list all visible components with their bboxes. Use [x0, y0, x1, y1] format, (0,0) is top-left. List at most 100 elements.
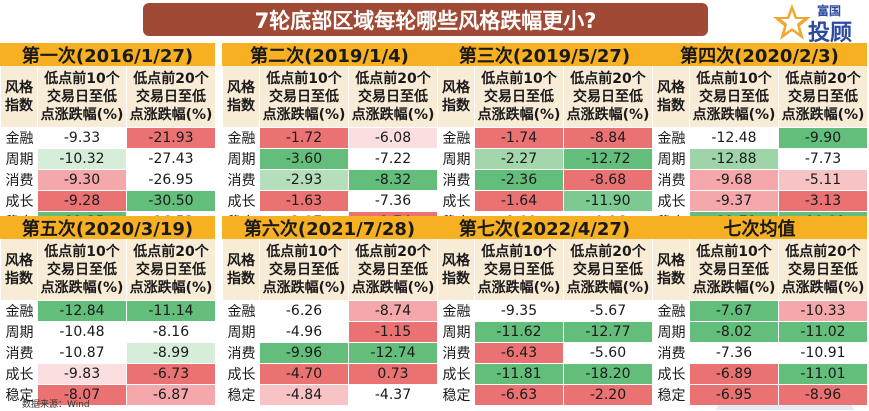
- value-cell-10d: -6.95: [690, 384, 779, 405]
- panel-title: 七次均值: [652, 216, 867, 240]
- style-header: 风格 指数: [223, 66, 260, 127]
- value-cell-10d: -4.84: [260, 384, 349, 405]
- style-header-line: 风格: [5, 252, 33, 269]
- value-cell-20d: -6.87: [127, 384, 216, 405]
- style-header-line: 风格: [5, 79, 33, 96]
- value-cell-20d: -10.33: [779, 300, 868, 321]
- value-cell-10d: -9.28: [38, 190, 127, 211]
- style-label: 消费: [1, 342, 38, 363]
- col2-header-line: 交易日至低: [787, 88, 858, 105]
- value-cell-10d: -1.72: [260, 127, 349, 148]
- style-label: 金融: [1, 127, 38, 148]
- value-cell-20d: -11.14: [127, 300, 216, 321]
- style-label: 消费: [223, 342, 260, 363]
- style-header-line: 风格: [657, 252, 685, 269]
- style-label: 消费: [438, 169, 475, 190]
- col2-header: 低点前20个 交易日至低 点涨跌幅(%): [564, 66, 653, 127]
- logo-small-text: 富国: [817, 4, 842, 18]
- style-label: 金融: [223, 127, 260, 148]
- style-label: 周期: [223, 148, 260, 169]
- value-cell-20d: -8.96: [779, 384, 868, 405]
- col1-header: 低点前10个 交易日至低 点涨跌幅(%): [475, 66, 564, 127]
- style-label: 金融: [653, 127, 690, 148]
- col1-header-line: 点涨跌幅(%): [477, 279, 561, 296]
- col1-header-line: 交易日至低: [483, 261, 554, 278]
- style-label: 成长: [438, 363, 475, 384]
- value-cell-10d: -10.32: [38, 148, 127, 169]
- panel-table: 风格 指数 低点前10个 交易日至低 点涨跌幅(%) 低点前20个 交易日至低 点涨跌幅(%)…: [652, 66, 868, 232]
- col2-header-line: 交易日至低: [135, 88, 206, 105]
- style-label: 周期: [438, 148, 475, 169]
- value-cell-10d: -2.93: [260, 169, 349, 190]
- col1-header-line: 低点前10个: [44, 243, 120, 260]
- style-header-line: 指数: [5, 270, 33, 287]
- value-cell-20d: -5.67: [564, 300, 653, 321]
- col2-header: 低点前20个 交易日至低 点涨跌幅(%): [127, 239, 216, 300]
- value-cell-10d: -10.48: [38, 321, 127, 342]
- style-label: 金融: [223, 300, 260, 321]
- panel-title: 第四次(2020/2/3): [652, 43, 867, 67]
- value-cell-20d: -6.73: [127, 363, 216, 384]
- value-cell-20d: -7.36: [349, 190, 438, 211]
- col2-header-line: 低点前20个: [785, 243, 861, 260]
- value-cell-20d: -5.60: [564, 342, 653, 363]
- value-cell-10d: -6.26: [260, 300, 349, 321]
- value-cell-10d: -8.02: [690, 321, 779, 342]
- style-header: 风格 指数: [1, 66, 38, 127]
- value-cell-20d: -8.16: [127, 321, 216, 342]
- col1-header-line: 低点前10个: [266, 243, 342, 260]
- col1-header-line: 点涨跌幅(%): [40, 106, 124, 123]
- value-cell-10d: -3.60: [260, 148, 349, 169]
- style-header: 风格 指数: [438, 66, 475, 127]
- value-cell-10d: -9.96: [260, 342, 349, 363]
- style-label: 成长: [653, 190, 690, 211]
- value-cell-20d: -3.13: [779, 190, 868, 211]
- style-label: 稳定: [653, 384, 690, 405]
- style-header-line: 风格: [442, 252, 470, 269]
- period-panel: 第六次(2021/7/28) 风格 指数 低点前10个 交易日至低 点涨跌幅(%) 低点前2…: [222, 216, 438, 405]
- style-label: 成长: [1, 363, 38, 384]
- value-cell-20d: -10.91: [779, 342, 868, 363]
- value-cell-10d: -11.62: [475, 321, 564, 342]
- value-cell-20d: -21.93: [127, 127, 216, 148]
- value-cell-20d: -12.72: [564, 148, 653, 169]
- style-header-line: 指数: [442, 97, 470, 114]
- style-label: 成长: [223, 363, 260, 384]
- logo: 富国 投顾: [772, 2, 864, 46]
- style-label: 消费: [653, 342, 690, 363]
- style-label: 消费: [223, 169, 260, 190]
- style-header-line: 指数: [442, 270, 470, 287]
- col2-header-line: 低点前20个: [355, 243, 431, 260]
- style-label: 稳定: [1, 384, 38, 405]
- panel-table: 风格 指数 低点前10个 交易日至低 点涨跌幅(%) 低点前20个 交易日至低 点涨跌幅(%)…: [0, 239, 216, 405]
- col1-header-line: 点涨跌幅(%): [262, 106, 346, 123]
- style-label: 金融: [438, 127, 475, 148]
- style-header: 风格 指数: [653, 239, 690, 300]
- value-cell-10d: -9.35: [475, 300, 564, 321]
- value-cell-20d: -1.15: [349, 321, 438, 342]
- col1-header-line: 交易日至低: [698, 88, 769, 105]
- value-cell-10d: -1.64: [475, 190, 564, 211]
- col1-header-line: 点涨跌幅(%): [692, 279, 776, 296]
- col1-header-line: 交易日至低: [46, 88, 117, 105]
- value-cell-10d: -2.27: [475, 148, 564, 169]
- period-panel: 第四次(2020/2/3) 风格 指数 低点前10个 交易日至低 点涨跌幅(%) 低点前20…: [652, 43, 868, 232]
- style-label: 成长: [1, 190, 38, 211]
- col2-header-line: 低点前20个: [133, 70, 209, 87]
- col2-header-line: 低点前20个: [570, 243, 646, 260]
- period-panel: 第五次(2020/3/19) 风格 指数 低点前10个 交易日至低 点涨跌幅(%) 低点前2…: [0, 216, 216, 405]
- value-cell-20d: -2.20: [564, 384, 653, 405]
- col1-header: 低点前10个 交易日至低 点涨跌幅(%): [475, 239, 564, 300]
- style-header-line: 指数: [657, 270, 685, 287]
- col2-header: 低点前20个 交易日至低 点涨跌幅(%): [127, 66, 216, 127]
- panel-title: 第七次(2022/4/27): [437, 216, 652, 240]
- style-label: 金融: [1, 300, 38, 321]
- col2-header-line: 点涨跌幅(%): [566, 106, 650, 123]
- period-panel: 第一次(2016/1/27) 风格 指数 低点前10个 交易日至低 点涨跌幅(%) 低点前2…: [0, 43, 216, 232]
- col2-header: 低点前20个 交易日至低 点涨跌幅(%): [779, 239, 868, 300]
- value-cell-20d: -8.99: [127, 342, 216, 363]
- style-label: 周期: [1, 148, 38, 169]
- style-label: 消费: [438, 342, 475, 363]
- panel-table: 风格 指数 低点前10个 交易日至低 点涨跌幅(%) 低点前20个 交易日至低 点涨跌幅(%)…: [222, 239, 438, 405]
- value-cell-20d: -6.08: [349, 127, 438, 148]
